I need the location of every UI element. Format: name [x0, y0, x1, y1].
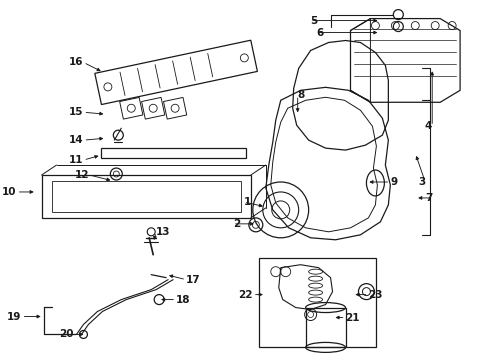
Text: 21: 21 [345, 312, 359, 323]
Text: 3: 3 [417, 177, 425, 187]
Text: 19: 19 [7, 311, 21, 321]
Text: 9: 9 [389, 177, 397, 187]
Text: 4: 4 [424, 121, 431, 131]
Text: 16: 16 [69, 57, 83, 67]
Text: 7: 7 [424, 193, 431, 203]
Text: 17: 17 [186, 275, 200, 285]
Text: 14: 14 [69, 135, 83, 145]
Text: 12: 12 [75, 170, 89, 180]
Text: 2: 2 [232, 219, 240, 229]
Text: 23: 23 [367, 289, 382, 300]
Text: 5: 5 [310, 15, 317, 26]
Text: 18: 18 [176, 294, 190, 305]
Text: 22: 22 [238, 289, 252, 300]
Text: 10: 10 [2, 187, 17, 197]
Text: 8: 8 [297, 90, 305, 100]
Text: 15: 15 [69, 107, 83, 117]
Text: 6: 6 [316, 27, 323, 37]
Text: 20: 20 [59, 329, 73, 339]
Text: 1: 1 [244, 197, 251, 207]
Text: 13: 13 [156, 227, 170, 237]
Text: 11: 11 [69, 155, 83, 165]
